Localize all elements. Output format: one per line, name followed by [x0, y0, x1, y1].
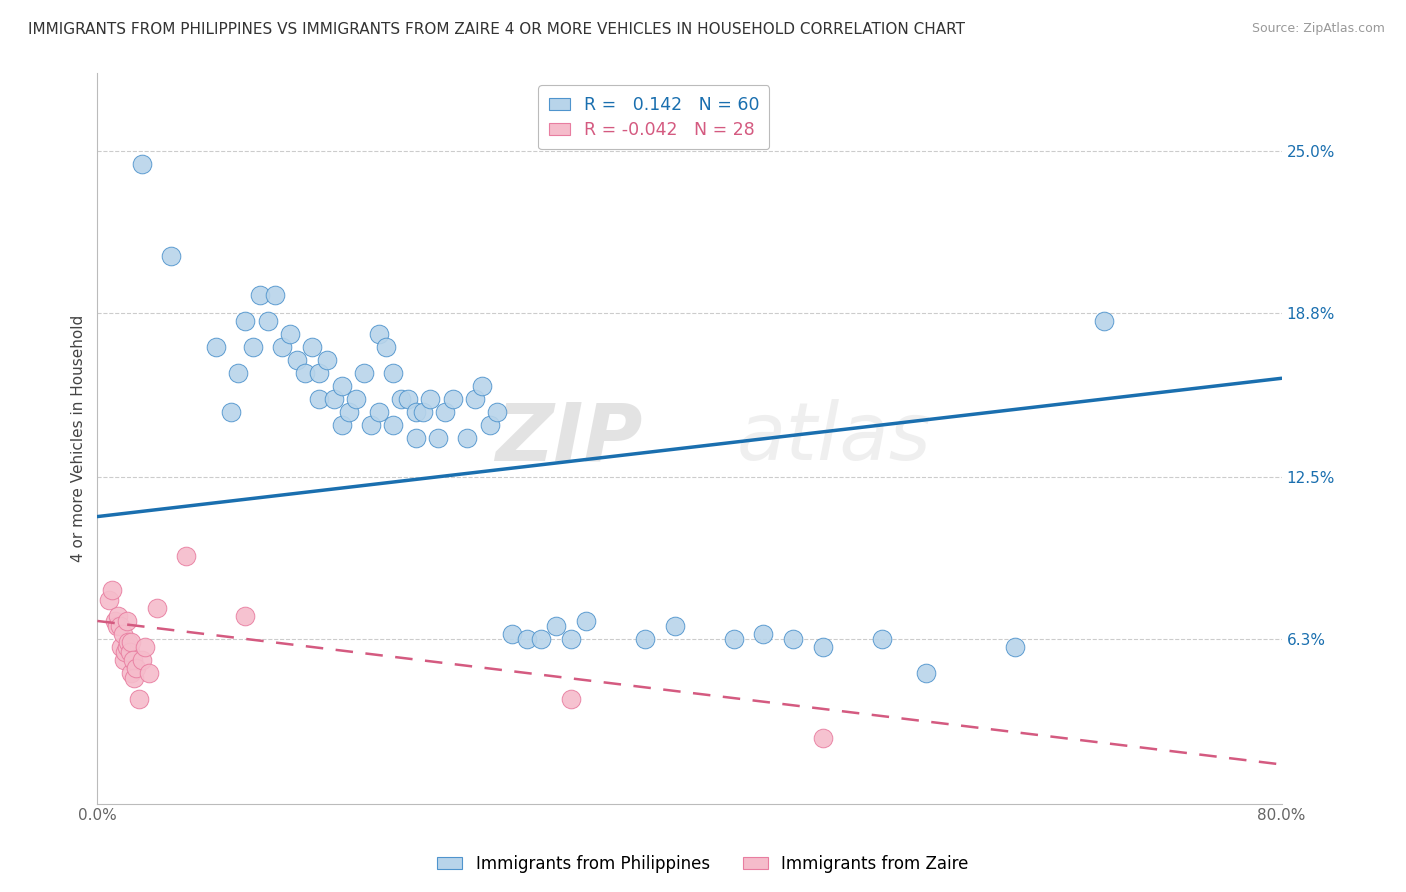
Point — [219, 405, 242, 419]
Point — [131, 157, 153, 171]
Point — [264, 287, 287, 301]
Point — [412, 405, 434, 419]
Point — [226, 366, 249, 380]
Point — [501, 627, 523, 641]
Point — [330, 379, 353, 393]
Point — [419, 392, 441, 406]
Point — [308, 366, 330, 380]
Point — [174, 549, 197, 563]
Point — [382, 418, 405, 433]
Point — [235, 314, 257, 328]
Point — [471, 379, 494, 393]
Point — [464, 392, 486, 406]
Point — [105, 619, 128, 633]
Point — [323, 392, 346, 406]
Point — [114, 645, 136, 659]
Point — [353, 366, 375, 380]
Text: atlas: atlas — [737, 400, 932, 477]
Legend: R =   0.142   N = 60, R = -0.042   N = 28: R = 0.142 N = 60, R = -0.042 N = 28 — [538, 86, 769, 149]
Point — [308, 392, 330, 406]
Point — [128, 692, 150, 706]
Point — [107, 608, 129, 623]
Point — [405, 431, 427, 445]
Point — [360, 418, 382, 433]
Y-axis label: 4 or more Vehicles in Household: 4 or more Vehicles in Household — [72, 315, 86, 562]
Point — [546, 619, 568, 633]
Point — [575, 614, 598, 628]
Point — [242, 340, 264, 354]
Point — [112, 653, 135, 667]
Point — [389, 392, 412, 406]
Point — [664, 619, 686, 633]
Legend: Immigrants from Philippines, Immigrants from Zaire: Immigrants from Philippines, Immigrants … — [430, 848, 976, 880]
Point — [396, 392, 419, 406]
Point — [160, 249, 183, 263]
Point — [134, 640, 156, 654]
Point — [367, 326, 389, 341]
Point — [723, 632, 745, 647]
Point — [294, 366, 316, 380]
Point — [478, 418, 501, 433]
Point — [117, 635, 139, 649]
Point — [337, 405, 360, 419]
Point — [811, 640, 834, 654]
Point — [98, 593, 121, 607]
Point — [235, 608, 257, 623]
Point — [115, 640, 138, 654]
Point — [101, 582, 124, 597]
Point — [108, 619, 131, 633]
Point — [285, 353, 308, 368]
Point — [811, 731, 834, 746]
Point — [456, 431, 478, 445]
Point — [125, 661, 148, 675]
Point — [782, 632, 804, 647]
Point — [131, 653, 153, 667]
Point — [120, 635, 142, 649]
Point — [249, 287, 271, 301]
Point — [441, 392, 464, 406]
Text: IMMIGRANTS FROM PHILIPPINES VS IMMIGRANTS FROM ZAIRE 4 OR MORE VEHICLES IN HOUSE: IMMIGRANTS FROM PHILIPPINES VS IMMIGRANT… — [28, 22, 965, 37]
Point — [111, 627, 134, 641]
Point — [315, 353, 337, 368]
Point — [405, 405, 427, 419]
Point — [1092, 314, 1115, 328]
Point — [145, 601, 167, 615]
Point — [434, 405, 457, 419]
Point — [271, 340, 294, 354]
Point — [301, 340, 323, 354]
Point — [256, 314, 278, 328]
Point — [382, 366, 405, 380]
Point — [118, 645, 141, 659]
Point — [104, 614, 127, 628]
Point — [204, 340, 226, 354]
Text: ZIP: ZIP — [495, 400, 643, 477]
Point — [367, 405, 389, 419]
Point — [1004, 640, 1026, 654]
Point — [516, 632, 538, 647]
Point — [915, 666, 938, 681]
Point — [634, 632, 657, 647]
Point — [870, 632, 893, 647]
Text: Source: ZipAtlas.com: Source: ZipAtlas.com — [1251, 22, 1385, 36]
Point — [752, 627, 775, 641]
Point — [560, 632, 582, 647]
Point — [138, 666, 160, 681]
Point — [426, 431, 449, 445]
Point — [122, 653, 145, 667]
Point — [120, 666, 142, 681]
Point — [330, 418, 353, 433]
Point — [530, 632, 553, 647]
Point — [485, 405, 508, 419]
Point — [278, 326, 301, 341]
Point — [110, 640, 132, 654]
Point — [375, 340, 398, 354]
Point — [560, 692, 582, 706]
Point — [115, 614, 138, 628]
Point — [124, 672, 146, 686]
Point — [344, 392, 367, 406]
